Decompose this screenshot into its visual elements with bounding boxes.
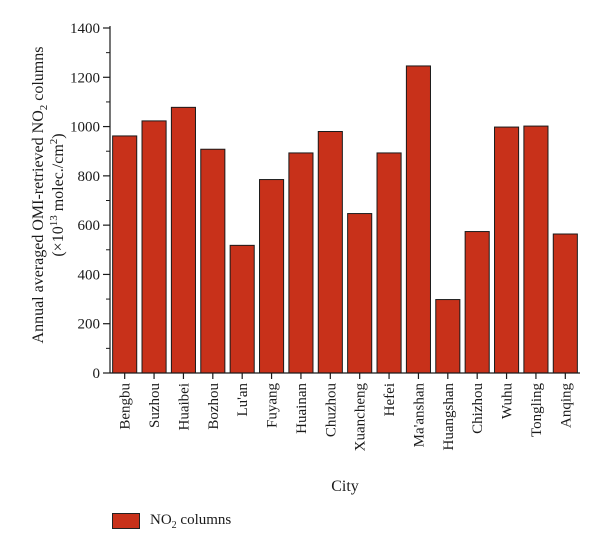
y-axis-title-line1: Annual averaged OMI-retrieved NO2 column…: [30, 47, 50, 344]
x-tick-label: Anqing: [558, 383, 574, 429]
bars-group: [112, 65, 578, 374]
x-tick-label: Xuancheng: [353, 383, 369, 452]
y-tick-label: 800: [78, 169, 101, 185]
x-tick-label: Hefei: [382, 383, 398, 416]
y-tick-label: 0: [93, 366, 101, 382]
x-tick-label: Chuzhou: [323, 383, 339, 438]
y-axis-title-line2: (×1013 molec./cm2): [48, 133, 67, 256]
y-axis: 0 200 400 600 800 1000 1200 1400: [70, 21, 111, 382]
bar-huangshan: [435, 299, 461, 374]
bar-maanshan: [405, 65, 431, 374]
bar-huaibei: [170, 106, 196, 374]
x-tick-label: Fuyang: [265, 383, 281, 429]
legend-swatch: [112, 513, 140, 529]
bar-hefei: [376, 152, 402, 374]
x-tick-label: Suzhou: [147, 383, 163, 429]
bar-fuyang: [259, 179, 285, 374]
y-tick-label: 1000: [70, 120, 100, 136]
bar-tongling: [523, 125, 549, 374]
x-tick-label: Huainan: [294, 383, 310, 434]
bar-chizhou: [464, 231, 490, 374]
bar-bozhou: [200, 148, 226, 374]
bar-wuhu: [494, 126, 520, 374]
x-tick-label: Bozhou: [206, 383, 222, 430]
x-tick-label: Tongling: [529, 383, 545, 437]
x-axis: Bengbu Suzhou Huaibei Bozhou Lu'an Fuyang Huai…: [110, 372, 580, 452]
bar-luan: [229, 244, 255, 374]
bar-anqing: [552, 233, 578, 374]
legend-label: NO2 columns: [150, 511, 232, 531]
legend: NO2 columns: [112, 510, 231, 532]
y-axis-title: Annual averaged OMI-retrieved NO2 column…: [30, 47, 67, 344]
y-tick-label: 600: [78, 218, 101, 234]
bar-chuzhou: [317, 131, 343, 374]
x-tick-label: Huaibei: [176, 383, 192, 430]
bar-huainan: [288, 152, 314, 374]
y-tick-label: 200: [78, 317, 101, 333]
x-tick-label: Wuhu: [500, 383, 516, 420]
x-tick-label: Huangshan: [441, 383, 457, 451]
y-tick-label: 1200: [70, 70, 100, 86]
bar-suzhou: [141, 120, 167, 374]
x-tick-label: Bengbu: [118, 383, 134, 430]
x-tick-label: Chizhou: [470, 383, 486, 434]
y-tick-label: 1400: [70, 21, 100, 37]
x-axis-title: City: [331, 478, 359, 495]
bar-xuancheng: [347, 213, 373, 374]
x-tick-label: Lu'an: [235, 383, 251, 417]
y-tick-label: 400: [78, 267, 101, 283]
x-tick-label: Ma'anshan: [411, 383, 427, 448]
bar-bengbu: [112, 135, 138, 374]
